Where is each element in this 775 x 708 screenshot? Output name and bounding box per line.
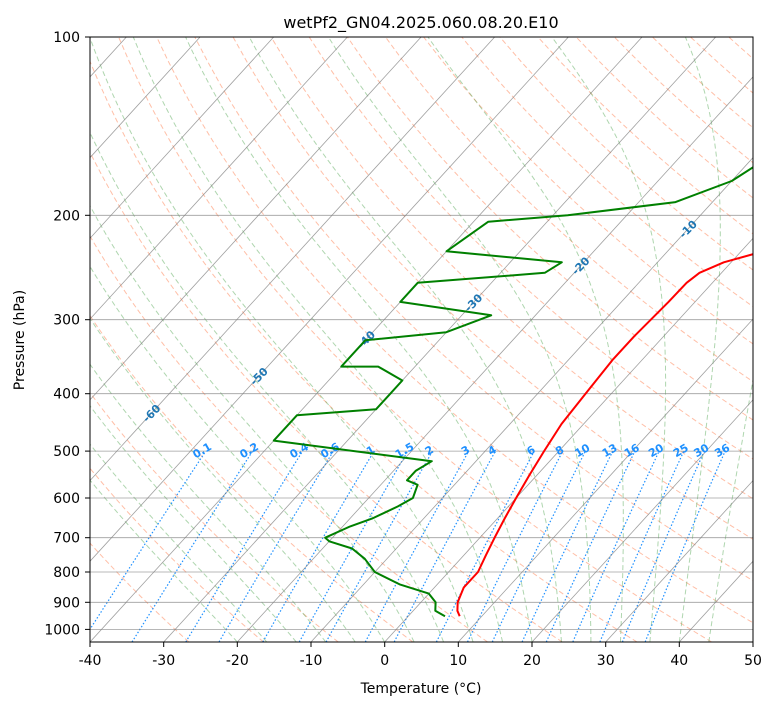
- x-tick-label: -40: [79, 653, 102, 669]
- mixing-ratio-line: [435, 450, 535, 642]
- moist-adiabat-line: [327, 37, 592, 642]
- y-tick-label: 700: [53, 531, 80, 547]
- plot-frame: [89, 36, 754, 643]
- isotherm-line: [458, 318, 753, 642]
- moist-adiabat-line: [185, 37, 533, 642]
- mixing-ratio-line: [131, 450, 254, 642]
- mixing-ratio-line: [185, 450, 304, 642]
- y-tick-label: 1000: [44, 622, 80, 638]
- mixing-ratio-line: [466, 450, 564, 642]
- x-axis-label: Temperature (°C): [360, 681, 482, 697]
- sounding-series: [272, 166, 753, 618]
- moist-adiabat-line: [678, 37, 721, 642]
- moist-adiabat-line: [551, 37, 667, 642]
- mixing-ratio-line: [393, 450, 496, 642]
- mixing-ratio-line: [90, 450, 207, 631]
- y-axis-label: Pressure (hPa): [12, 290, 28, 390]
- dewpoint-profile: [272, 166, 753, 618]
- mixing-ratio-line: [545, 450, 636, 642]
- x-tick-label: 50: [744, 653, 762, 669]
- moist-adiabat-line: [90, 317, 356, 642]
- y-axis: 100 200 300 400 500 600 700 800 900 1000: [44, 30, 90, 638]
- dry-adiabat-line: [423, 37, 753, 345]
- mixing-ratio-line: [364, 450, 470, 642]
- x-tick-label: -30: [152, 653, 175, 669]
- y-tick-label: 400: [53, 387, 80, 403]
- x-tick-label: 20: [523, 653, 541, 669]
- mixing-ratio-line: [218, 450, 334, 642]
- y-tick-label: 500: [53, 444, 80, 460]
- dry-adiabat-line: [308, 37, 753, 460]
- moist-adiabat-line: [90, 404, 297, 642]
- mixing-ratio-lines: [90, 450, 726, 642]
- y-tick-label: 900: [53, 595, 80, 611]
- dry-adiabat-line: [90, 391, 339, 642]
- pressure-gridlines: [90, 37, 753, 630]
- mixing-ratio-line: [621, 450, 705, 642]
- isotherm-line: [90, 37, 422, 401]
- isotherm-line: [90, 37, 495, 482]
- x-axis: -40 -30 -20 -10 0 10 20 30 40 50: [79, 642, 762, 669]
- y-tick-label: 600: [53, 491, 80, 507]
- dry-adiabat-line: [90, 151, 563, 642]
- mixing-ratio-line: [572, 450, 660, 642]
- x-tick-label: 10: [449, 653, 467, 669]
- moist-adiabat-line: [90, 204, 415, 642]
- y-tick-label: 100: [53, 30, 80, 46]
- x-tick-label: 30: [597, 653, 615, 669]
- isotherm-line: [90, 37, 569, 562]
- dry-adiabat-line: [90, 60, 638, 642]
- dry-adiabat-line: [385, 37, 753, 383]
- dry-adiabat-line: [118, 37, 712, 642]
- moist-adiabat-line: [708, 377, 753, 642]
- x-tick-label: -20: [226, 653, 249, 669]
- dry-adiabat-line: [156, 37, 753, 624]
- mixing-ratio-line: [521, 450, 614, 642]
- x-tick-label: 40: [670, 653, 688, 669]
- isotherm-line: [90, 37, 348, 320]
- x-tick-label: -10: [300, 653, 323, 669]
- isotherm-line: [384, 237, 753, 642]
- isotherm-line: [90, 37, 274, 239]
- plot-area: -100-90-80-70-60-50-40-30-20-10010203040…: [90, 37, 753, 642]
- moist-adiabat-line: [132, 37, 503, 642]
- moist-adiabat-line: [90, 131, 445, 642]
- chart-title: wetPf2_GN04.2025.060.08.20.E10: [283, 13, 558, 33]
- moist-adiabat-line: [248, 37, 562, 642]
- x-tick-label: 0: [380, 653, 389, 669]
- moist-adiabat-line: [90, 265, 386, 642]
- isotherm-line: [163, 37, 716, 642]
- y-tick-label: 300: [53, 313, 80, 329]
- isotherm-line: [310, 157, 753, 642]
- dry-adiabat-line: [232, 37, 753, 540]
- isotherm-line: [531, 399, 753, 642]
- temperature-profile: [456, 253, 753, 617]
- dry-adiabats: [90, 37, 753, 642]
- dry-adiabat-line: [194, 37, 753, 582]
- mixing-ratio-line: [599, 450, 685, 642]
- moist-adiabat-line: [90, 443, 268, 642]
- moist-adiabat-line: [427, 37, 624, 642]
- mixing-ratio-line: [325, 450, 434, 642]
- y-tick-label: 200: [53, 208, 80, 224]
- isotherm-line: [90, 37, 201, 159]
- isotherm-line: [605, 479, 753, 642]
- moist-adiabat-line: [90, 479, 238, 642]
- dry-adiabat-line: [270, 37, 753, 500]
- mixing-ratio-labels: 0.1 0.2 0.4 0.6 1 1.5 2 3 4 6 8 10 13 16 20 25 30 36: [191, 440, 733, 461]
- y-tick-label: 800: [53, 565, 80, 581]
